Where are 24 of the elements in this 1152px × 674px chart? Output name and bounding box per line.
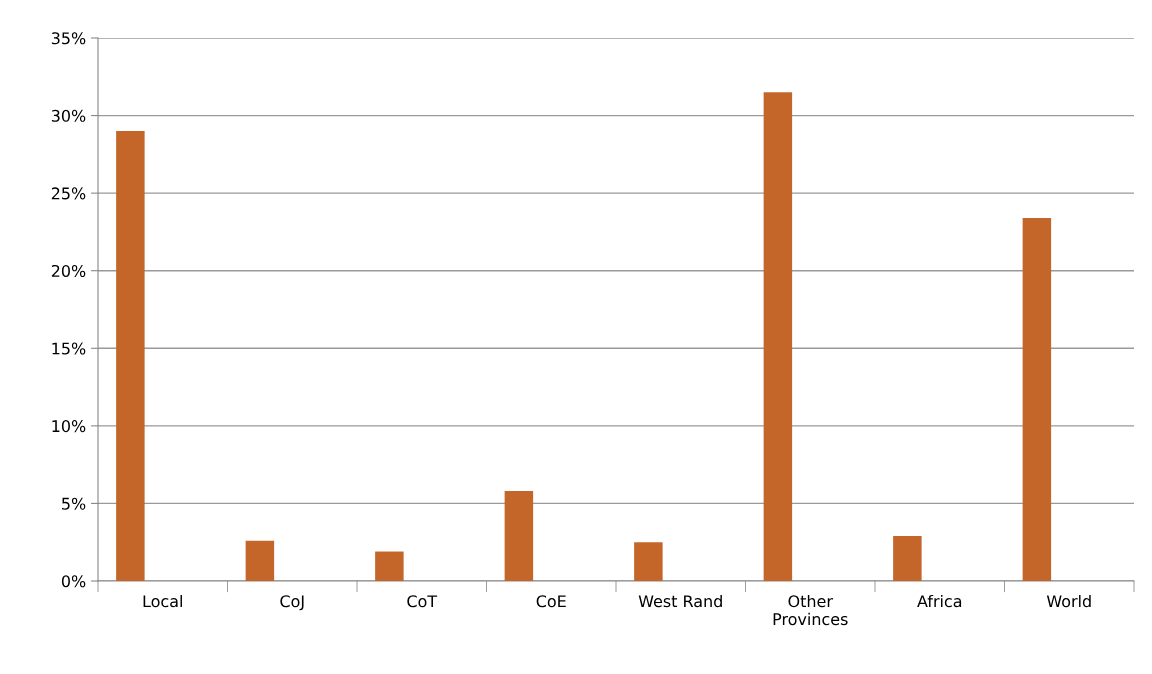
y-tick-label: 20%	[51, 264, 86, 278]
y-tick-label: 0%	[61, 575, 86, 588]
bar	[763, 92, 793, 581]
y-tick-label: 30%	[51, 109, 86, 122]
y-tick-label: 15%	[52, 342, 86, 355]
x-tick-label: Africa	[917, 594, 962, 608]
y-tick-label: 25%	[51, 187, 86, 200]
x-tick-label: Other Provinces	[773, 594, 848, 626]
bar	[116, 131, 145, 581]
x-tick-label: CoJ	[280, 595, 304, 611]
y-tick-label: 10%	[52, 420, 86, 433]
bar	[245, 540, 275, 581]
bar	[1022, 217, 1052, 581]
x-tick-label: CoE	[536, 595, 566, 608]
x-tick-label: CoT	[407, 595, 438, 608]
x-tick-label: Local	[143, 594, 182, 608]
bar	[893, 536, 922, 581]
y-tick-label: 5%	[62, 497, 86, 510]
bar	[634, 542, 663, 581]
bar	[504, 491, 534, 581]
x-tick-label: World	[1046, 594, 1091, 608]
y-tick-label: 35%	[51, 32, 86, 45]
x-tick-label: West Rand	[638, 594, 722, 608]
bar	[375, 551, 404, 581]
